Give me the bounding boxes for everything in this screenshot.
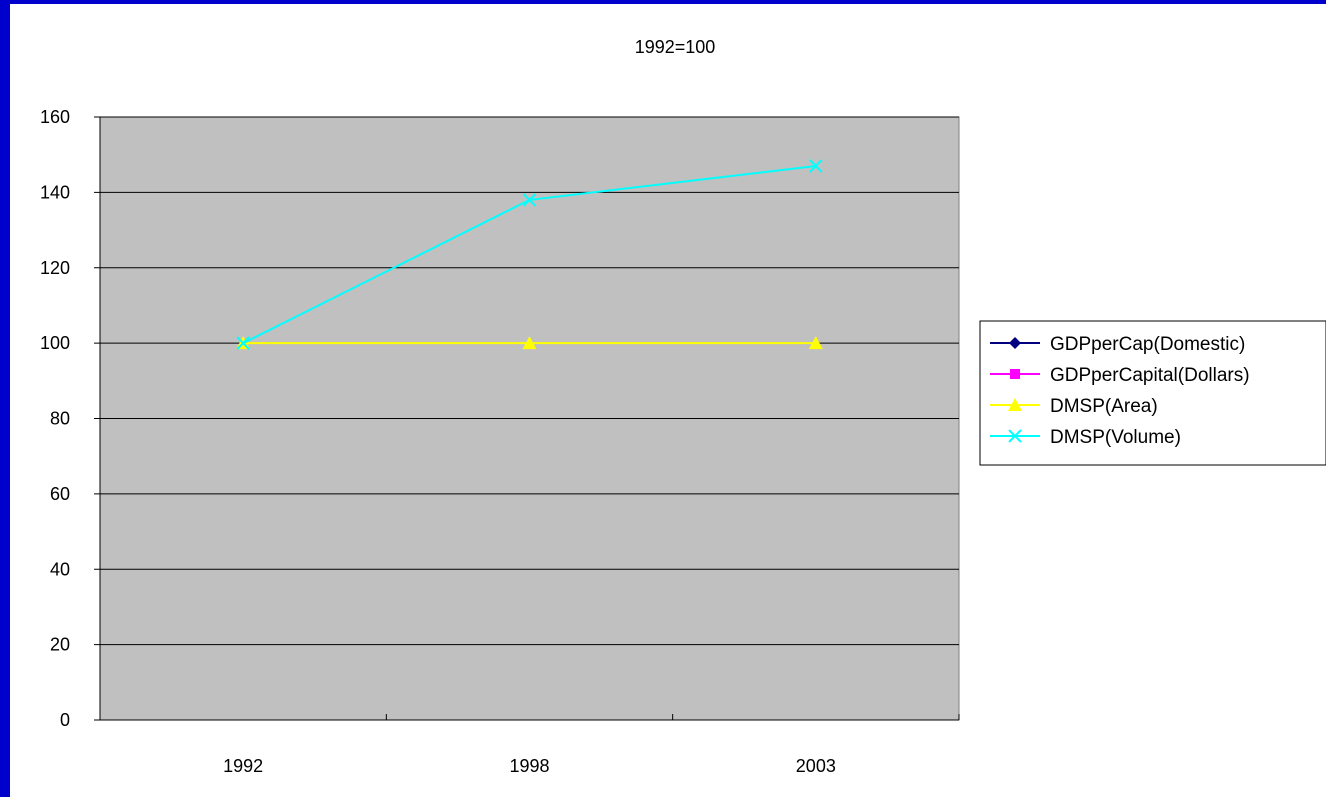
legend-marker xyxy=(1010,369,1020,379)
x-tick-label: 1992 xyxy=(223,756,263,776)
chart-title: 1992=100 xyxy=(635,37,716,57)
legend-item: GDPperCapital(Dollars) xyxy=(990,365,1250,386)
legend-box xyxy=(979,320,1326,466)
legend-marker xyxy=(1009,337,1021,349)
x-tick-label: 2003 xyxy=(796,756,836,776)
data-point xyxy=(808,336,823,350)
y-tick-label: 80 xyxy=(50,409,70,429)
legend-label: DMSP(Area) xyxy=(1050,396,1158,417)
chart-frame: 1992=100 0 20 40 60 80 100 120 140 160 1992 1998 2… xyxy=(10,4,1326,797)
x-tick-label: 1998 xyxy=(509,756,549,776)
legend-item: DMSP(Area) xyxy=(990,396,1158,417)
line-chart: 1992=100 0 20 40 60 80 100 120 140 160 1992 1998 2… xyxy=(40,37,1326,776)
legend-item: GDPperCap(Domestic) xyxy=(990,334,1245,355)
legend-marker xyxy=(1008,398,1022,411)
data-point xyxy=(522,336,537,350)
y-tick-label: 60 xyxy=(50,484,70,504)
x-axis: 1992 1998 2003 xyxy=(99,714,960,776)
data-point xyxy=(236,336,250,350)
y-tick-label: 40 xyxy=(50,559,70,579)
y-tick-label: 140 xyxy=(40,182,70,202)
legend-marker xyxy=(1008,429,1022,443)
legend-label: GDPperCap(Domestic) xyxy=(1050,334,1245,355)
y-tick-label: 100 xyxy=(40,333,70,353)
y-tick-label: 0 xyxy=(60,710,70,730)
legend-item: DMSP(Volume) xyxy=(990,427,1181,448)
legend: GDPperCap(Domestic) GDPperCapital(Dollars… xyxy=(979,320,1326,466)
series-layer xyxy=(236,159,823,350)
series-dmsp-volume- xyxy=(236,159,823,350)
y-tick-label: 20 xyxy=(50,635,70,655)
y-tick-label: 160 xyxy=(40,107,70,127)
y-tick-label: 120 xyxy=(40,258,70,278)
y-axis: 0 20 40 60 80 100 120 140 160 xyxy=(40,107,101,730)
data-point xyxy=(809,159,823,173)
legend-label: GDPperCapital(Dollars) xyxy=(1050,365,1250,386)
legend-label: DMSP(Volume) xyxy=(1050,427,1181,448)
data-point xyxy=(522,193,537,207)
